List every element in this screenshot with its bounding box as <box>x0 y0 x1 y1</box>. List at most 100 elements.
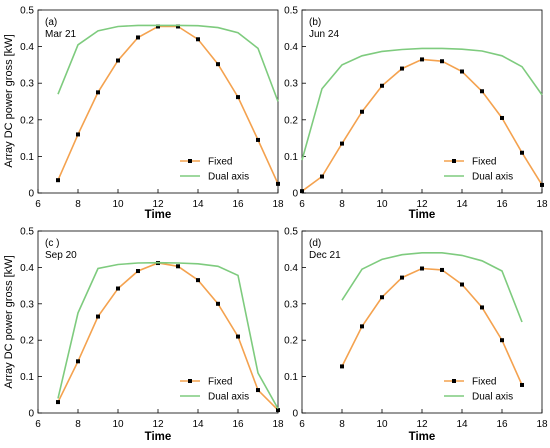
data-point-fixed <box>256 388 260 393</box>
data-point-fixed <box>380 295 384 300</box>
legend-label-fixed: Fixed <box>472 157 496 168</box>
data-point-fixed <box>236 334 240 339</box>
y-tick-label: 0 <box>28 409 34 420</box>
x-tick-label: 8 <box>75 419 81 430</box>
panel-label: (b) <box>309 17 321 28</box>
y-tick-label: 0.3 <box>284 299 298 310</box>
x-tick-label: 18 <box>536 419 548 430</box>
x-axis-title: Time <box>409 431 436 443</box>
x-tick-label: 14 <box>456 199 468 210</box>
y-tick-label: 0.1 <box>284 152 298 163</box>
data-point-fixed <box>196 37 200 42</box>
legend-marker-fixed <box>188 379 192 383</box>
chart-panel-3: 0 0.1 0.2 0.3 0.4 0.5 6 8 10 12 14 16 18 Time Array DC… <box>3 227 284 444</box>
series-line-dual-axis <box>341 252 523 323</box>
y-tick-label: 0.2 <box>284 336 298 347</box>
data-point-fixed <box>520 382 524 387</box>
data-point-fixed <box>76 132 80 137</box>
data-point-fixed <box>400 275 404 280</box>
x-tick-label: 8 <box>339 199 345 210</box>
panel-label: (d) <box>309 238 321 249</box>
x-tick-label: 18 <box>272 199 284 210</box>
x-tick-label: 6 <box>299 419 305 430</box>
legend: Fixed Dual axis <box>444 377 513 403</box>
y-tick-label: 0 <box>28 189 34 200</box>
y-tick-label: 0.1 <box>20 372 34 383</box>
data-point-fixed <box>56 178 60 183</box>
data-point-fixed <box>500 338 504 343</box>
legend-label-fixed: Fixed <box>472 377 496 388</box>
y-tick-label: 0.5 <box>284 227 298 238</box>
x-tick-label: 10 <box>376 419 388 430</box>
data-point-fixed <box>56 400 60 405</box>
chart-panel-4: 0 0.1 0.2 0.3 0.4 0.5 6 8 10 12 14 16 18 Time (d)Dec 2… <box>284 227 548 444</box>
legend-label-fixed: Fixed <box>208 157 232 168</box>
data-point-fixed <box>480 89 484 94</box>
date-label: Mar 21 <box>45 29 77 40</box>
data-point-fixed <box>156 24 160 29</box>
y-tick-label: 0.2 <box>20 115 34 126</box>
legend-label-dual-axis: Dual axis <box>208 172 249 183</box>
y-axis-title: Array DC power gross [kW] <box>3 255 15 388</box>
data-point-fixed <box>300 189 304 194</box>
x-tick-label: 6 <box>35 199 41 210</box>
data-point-fixed <box>116 58 120 63</box>
data-point-fixed <box>216 62 220 67</box>
data-point-fixed <box>540 182 544 187</box>
data-point-fixed <box>276 408 280 413</box>
data-point-fixed <box>96 90 100 95</box>
x-tick-label: 10 <box>376 199 388 210</box>
data-point-fixed <box>340 364 344 369</box>
series-line-dual-axis <box>301 47 543 161</box>
panel-label: (a) <box>45 17 57 28</box>
data-point-fixed <box>440 59 444 64</box>
y-tick-label: 0.4 <box>284 263 298 274</box>
x-tick-label: 14 <box>192 199 204 210</box>
y-axis-title: Array DC power gross [kW] <box>3 34 15 167</box>
legend-marker-fixed <box>452 379 456 383</box>
x-tick-label: 8 <box>339 419 345 430</box>
legend-label-dual-axis: Dual axis <box>208 392 249 403</box>
legend-marker-fixed <box>188 159 192 163</box>
series-line-dual-axis <box>57 261 279 409</box>
data-point-fixed <box>520 150 524 155</box>
date-label: Sep 20 <box>45 250 77 261</box>
data-point-fixed <box>380 83 384 88</box>
legend: Fixed Dual axis <box>444 157 513 183</box>
y-tick-label: 0 <box>292 189 298 200</box>
x-tick-label: 12 <box>416 199 428 210</box>
data-point-fixed <box>136 269 140 274</box>
series-line-fixed <box>341 267 523 386</box>
series-line-dual-axis <box>57 24 279 102</box>
y-tick-label: 0.3 <box>284 79 298 90</box>
x-tick-label: 6 <box>35 419 41 430</box>
legend-marker-fixed <box>452 159 456 163</box>
data-point-fixed <box>116 286 120 291</box>
x-tick-label: 12 <box>416 419 428 430</box>
x-tick-label: 16 <box>232 199 244 210</box>
y-tick-label: 0.5 <box>284 6 298 17</box>
x-tick-label: 14 <box>192 419 204 430</box>
data-point-fixed <box>480 305 484 310</box>
data-point-fixed <box>460 282 464 287</box>
panel-label: (c ) <box>45 238 59 249</box>
data-point-fixed <box>500 115 504 120</box>
data-point-fixed <box>216 301 220 306</box>
x-tick-label: 16 <box>496 419 508 430</box>
x-tick-label: 16 <box>496 199 508 210</box>
series-line-fixed <box>57 25 279 185</box>
y-tick-label: 0.1 <box>284 372 298 383</box>
x-tick-label: 6 <box>299 199 305 210</box>
y-tick-label: 0.5 <box>20 227 34 238</box>
data-point-fixed <box>440 267 444 272</box>
data-point-fixed <box>176 264 180 269</box>
data-point-fixed <box>196 278 200 283</box>
x-axis-title: Time <box>409 209 436 221</box>
x-tick-label: 12 <box>152 199 164 210</box>
chart-panel-2: 0 0.1 0.2 0.3 0.4 0.5 6 8 10 12 14 16 18 Time (b)Jun 2… <box>284 6 548 222</box>
x-tick-label: 14 <box>456 419 468 430</box>
y-tick-label: 0.3 <box>20 299 34 310</box>
y-tick-label: 0.3 <box>20 79 34 90</box>
legend: Fixed Dual axis <box>180 377 249 403</box>
